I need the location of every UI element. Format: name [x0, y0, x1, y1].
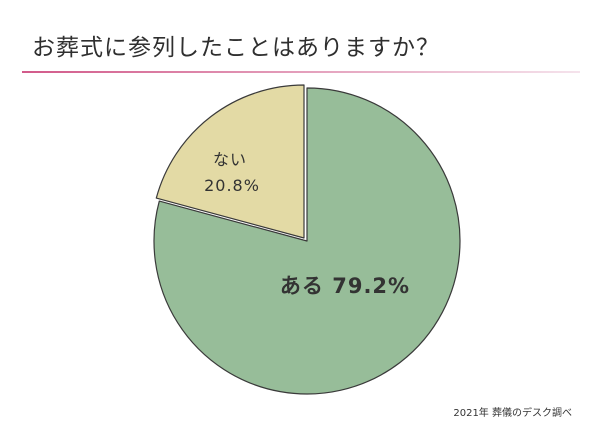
page-title: お葬式に参列したことはありますか？ [32, 35, 440, 61]
source-note: 2021年 葬儀のデスク調べ [453, 408, 572, 419]
pie-label-yes: ある 79.2% [280, 274, 410, 298]
pie-label-no-name: ない [213, 150, 247, 169]
pie-label-no-value: 20.8% [204, 176, 260, 195]
pie-slice-yes [153, 87, 461, 395]
pie-label-no: ない 20.8% [204, 150, 260, 195]
title-divider [22, 71, 580, 73]
pie-slice-no [155, 84, 305, 239]
